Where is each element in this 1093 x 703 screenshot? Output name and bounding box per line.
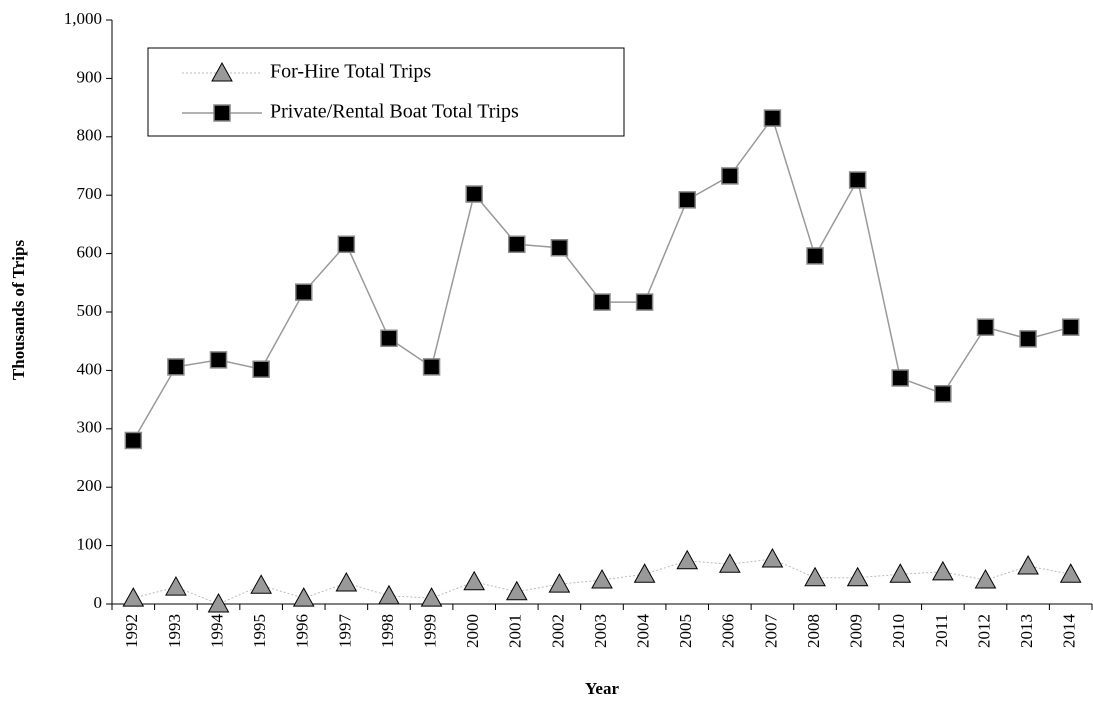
- legend-marker: [211, 61, 233, 82]
- x-tick-label: 2005: [676, 614, 695, 648]
- y-tick-label: 300: [77, 418, 103, 437]
- x-tick-label: 1992: [122, 614, 141, 648]
- data-point: [337, 235, 356, 254]
- y-tick-label: 100: [77, 535, 103, 554]
- x-axis-label: Year: [585, 679, 619, 698]
- data-point: [508, 235, 526, 254]
- x-tick-label: 2014: [1060, 614, 1079, 649]
- y-tick-label: 900: [77, 67, 103, 86]
- legend-label: For-Hire Total Trips: [270, 61, 431, 83]
- x-tick-label: 2009: [847, 614, 866, 648]
- data-point: [1019, 330, 1037, 348]
- data-point: [122, 587, 145, 607]
- data-point: [848, 171, 867, 189]
- x-tick-label: 1995: [250, 614, 269, 648]
- data-point: [633, 563, 656, 583]
- data-point: [378, 584, 400, 605]
- data-point: [591, 569, 613, 589]
- y-tick-label: 200: [77, 476, 103, 495]
- data-point: [550, 239, 569, 257]
- x-tick-label: 2000: [463, 614, 482, 648]
- data-point: [463, 570, 486, 591]
- data-point: [934, 385, 952, 403]
- data-point: [124, 431, 143, 450]
- data-point: [167, 358, 185, 376]
- x-tick-label: 2003: [591, 614, 610, 648]
- data-point: [380, 329, 398, 348]
- data-point: [1017, 555, 1039, 575]
- data-point: [889, 563, 912, 583]
- y-axis-label: Thousands of Trips: [9, 240, 28, 381]
- data-point: [635, 293, 654, 311]
- data-point: [721, 167, 739, 185]
- data-point: [763, 109, 782, 127]
- x-tick-label: 2001: [506, 614, 525, 648]
- data-point: [250, 574, 272, 594]
- data-point: [465, 185, 483, 203]
- data-point: [165, 576, 187, 596]
- y-tick-label: 600: [77, 243, 103, 262]
- data-point: [806, 247, 824, 265]
- data-point: [974, 569, 997, 589]
- x-tick-label: 2007: [761, 614, 780, 649]
- data-point: [678, 191, 696, 209]
- data-point: [932, 560, 954, 581]
- data-point: [761, 548, 784, 568]
- x-tick-label: 1993: [165, 614, 184, 648]
- y-tick-label: 400: [77, 359, 103, 378]
- x-tick-label: 2012: [974, 614, 993, 648]
- y-tick-label: 800: [77, 126, 103, 145]
- data-point: [505, 580, 528, 601]
- x-tick-label: 2002: [548, 614, 567, 648]
- data-point: [422, 358, 441, 376]
- y-tick-label: 1,000: [64, 9, 102, 28]
- data-point: [593, 293, 611, 311]
- legend-label: Private/Rental Boat Total Trips: [270, 101, 519, 123]
- x-tick-label: 2006: [719, 614, 738, 648]
- data-point: [548, 573, 571, 593]
- x-tick-label: 2004: [634, 614, 653, 649]
- x-tick-label: 2008: [804, 614, 823, 648]
- data-point: [209, 351, 228, 369]
- series-line: [132, 116, 1071, 441]
- data-point: [891, 369, 910, 387]
- data-point: [335, 571, 358, 592]
- data-point: [207, 592, 230, 613]
- legend-marker: [213, 104, 231, 122]
- data-point: [676, 549, 699, 570]
- y-tick-label: 0: [94, 593, 103, 612]
- data-point: [804, 566, 826, 587]
- data-point: [718, 553, 741, 573]
- data-point: [1061, 318, 1080, 336]
- x-tick-label: 2011: [932, 614, 951, 647]
- x-tick-label: 1996: [293, 614, 312, 648]
- y-tick-label: 500: [77, 301, 103, 320]
- data-point: [1059, 563, 1082, 583]
- x-tick-label: 1997: [335, 614, 354, 649]
- data-point: [294, 283, 313, 301]
- data-point: [292, 587, 315, 607]
- data-point: [252, 360, 270, 378]
- x-tick-label: 1998: [378, 614, 397, 648]
- y-tick-label: 700: [77, 184, 103, 203]
- x-tick-label: 1999: [420, 614, 439, 648]
- data-point: [846, 566, 869, 587]
- x-tick-label: 2013: [1017, 614, 1036, 648]
- x-tick-label: 2010: [889, 614, 908, 648]
- data-point: [976, 318, 995, 336]
- data-point: [420, 587, 443, 607]
- x-tick-label: 1994: [207, 614, 226, 649]
